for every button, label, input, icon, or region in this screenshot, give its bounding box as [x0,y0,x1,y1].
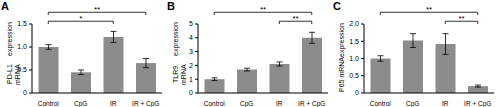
svg-text:**: ** [458,14,464,23]
svg-text:0: 0 [355,89,359,96]
svg-text:0.5: 0.5 [17,66,27,73]
svg-text:0: 0 [189,89,193,96]
svg-text:0.5: 0.5 [349,72,359,79]
svg-text:1.0: 1.0 [17,43,27,50]
svg-text:1.5: 1.5 [17,20,27,27]
svg-text:**: ** [260,5,266,14]
svg-text:2.0: 2.0 [349,20,359,27]
svg-text:0: 0 [23,89,27,96]
svg-text:**: ** [94,5,100,14]
svg-text:Control: Control [370,100,392,107]
svg-text:IR + CpG: IR + CpG [464,100,491,107]
svg-text:4: 4 [189,34,193,41]
svg-text:*: * [79,14,82,23]
svg-text:**: ** [426,5,432,14]
svg-text:2: 2 [189,62,193,69]
svg-text:CpG: CpG [74,100,87,107]
svg-text:IR: IR [442,100,449,107]
svg-text:1.0: 1.0 [349,55,359,62]
svg-text:1: 1 [189,76,193,83]
svg-text:IR + CpG: IR + CpG [132,100,159,107]
svg-text:IR + CpG: IR + CpG [298,100,325,107]
svg-text:3: 3 [189,48,193,55]
svg-text:IR: IR [110,100,117,107]
svg-text:CpG: CpG [406,100,419,107]
svg-text:**: ** [292,14,298,23]
svg-text:IR: IR [276,100,283,107]
svg-text:Control: Control [38,100,60,107]
svg-text:Control: Control [204,100,226,107]
svg-text:5: 5 [189,20,193,27]
svg-text:1.5: 1.5 [349,38,359,45]
svg-text:CpG: CpG [240,100,253,107]
